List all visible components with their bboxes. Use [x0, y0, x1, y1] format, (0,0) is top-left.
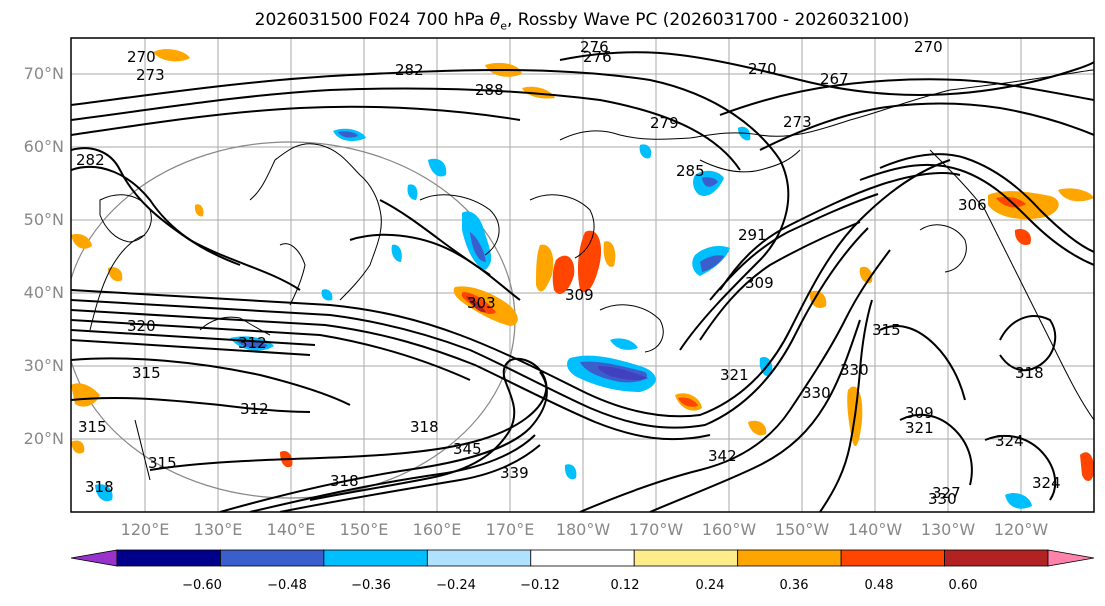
contour-label: 318: [1015, 364, 1044, 382]
lat-label-40n: 40°N: [23, 283, 64, 302]
contour-label: 309: [905, 404, 934, 422]
colorbar: [70, 549, 1095, 567]
contour-label: 270: [748, 60, 777, 78]
lon-label-150w: 150°W: [774, 520, 830, 539]
lon-label-170w: 170°W: [628, 520, 684, 539]
contour-label: 320: [127, 317, 156, 335]
contour-label: 309: [745, 274, 774, 292]
lon-label-170e: 170°E: [485, 520, 535, 539]
contour-label: 345: [453, 440, 482, 458]
colorbar-tick: −0.12: [520, 578, 560, 593]
colorbar-segment: [944, 549, 1049, 567]
contour-label: 309: [565, 286, 594, 304]
anomaly-shading: [71, 49, 1094, 509]
colorbar-tick: 0.60: [948, 578, 978, 593]
contour-label: 303: [467, 294, 496, 312]
contour-label: 321: [720, 366, 749, 384]
contour-label: 330: [840, 361, 869, 379]
colorbar-tick: 0.12: [610, 578, 640, 593]
colorbar-segment: [840, 549, 945, 567]
contour-label: 288: [475, 81, 504, 99]
colorbar-tick: −0.36: [351, 578, 391, 593]
contour-label: 324: [995, 432, 1024, 450]
contour-labels: 270 273 276 282 288 270 267 273 279 285 …: [76, 38, 1061, 508]
colorbar-segment: [426, 549, 532, 567]
contour-label: 315: [148, 454, 177, 472]
graticule: [71, 38, 1094, 512]
map-title: 2026031500 F024 700 hPa θe, Rossby Wave …: [254, 10, 910, 33]
lon-label-130e: 130°E: [193, 520, 243, 539]
contour-label: 273: [783, 113, 812, 131]
lon-label-180w: 180°W: [555, 520, 611, 539]
colorbar-tick: −0.48: [267, 578, 307, 593]
contour-label: 267: [820, 70, 849, 88]
contour-label: 273: [136, 66, 165, 84]
contour-label: 318: [85, 478, 114, 496]
contour-label: 327: [932, 484, 961, 502]
contour-label: 312: [240, 400, 269, 418]
lat-label-70n: 70°N: [23, 64, 64, 83]
contour-label: 342: [708, 447, 737, 465]
contour-label: 324: [1032, 474, 1061, 492]
contour-label: 318: [410, 418, 439, 436]
colorbar-segment: [323, 549, 428, 567]
lon-label-120w: 120°W: [993, 520, 1049, 539]
lat-label-50n: 50°N: [23, 210, 64, 229]
contour-label: 285: [676, 162, 705, 180]
contour-label: 339: [500, 464, 529, 482]
theta-e-contours: [71, 51, 1094, 512]
lon-label-140e: 140°E: [266, 520, 316, 539]
contour-label: 330: [928, 490, 957, 508]
contour-label: 315: [78, 418, 107, 436]
contour-label: 276: [580, 38, 609, 56]
colorbar-segment: [530, 549, 635, 567]
colorbar-tick: −0.60: [182, 578, 222, 593]
contour-label: 321: [905, 419, 934, 437]
colorbar-segment: [116, 549, 221, 567]
contour-label: 315: [132, 364, 161, 382]
colorbar-tick: 0.48: [864, 578, 894, 593]
lat-label-30n: 30°N: [23, 356, 64, 375]
colorbar-segment: [633, 549, 739, 567]
colorbar-tick: −0.24: [436, 578, 476, 593]
contour-label: 276: [583, 48, 612, 66]
contour-label: 306: [958, 196, 987, 214]
lat-label-20n: 20°N: [23, 429, 64, 448]
contour-label: 282: [395, 61, 424, 79]
contour-label: 312: [238, 334, 267, 352]
contour-label: 330: [802, 384, 831, 402]
colorbar-tick: 0.24: [695, 578, 725, 593]
lon-label-140w: 140°W: [847, 520, 903, 539]
colorbar-extend-max: [1047, 549, 1095, 567]
contour-label: 270: [914, 38, 943, 56]
colorbar-segment: [737, 549, 842, 567]
contour-label: 318: [330, 472, 359, 490]
contour-label: 279: [650, 114, 679, 132]
lon-label-150e: 150°E: [339, 520, 389, 539]
colorbar-segment: [220, 549, 325, 567]
lon-label-130w: 130°W: [920, 520, 976, 539]
contour-label: 291: [738, 226, 767, 244]
contour-label: 282: [76, 151, 105, 169]
lat-label-60n: 60°N: [23, 137, 64, 156]
lon-label-160e: 160°E: [412, 520, 462, 539]
map-frame: [70, 37, 1095, 513]
contour-label: 315: [872, 321, 901, 339]
contour-label: 270: [127, 48, 156, 66]
lon-label-120e: 120°E: [120, 520, 170, 539]
colorbar-tick: 0.36: [779, 578, 809, 593]
lon-label-160w: 160°W: [701, 520, 757, 539]
colorbar-extend-min: [70, 549, 118, 567]
thin-contours: [99, 194, 967, 353]
